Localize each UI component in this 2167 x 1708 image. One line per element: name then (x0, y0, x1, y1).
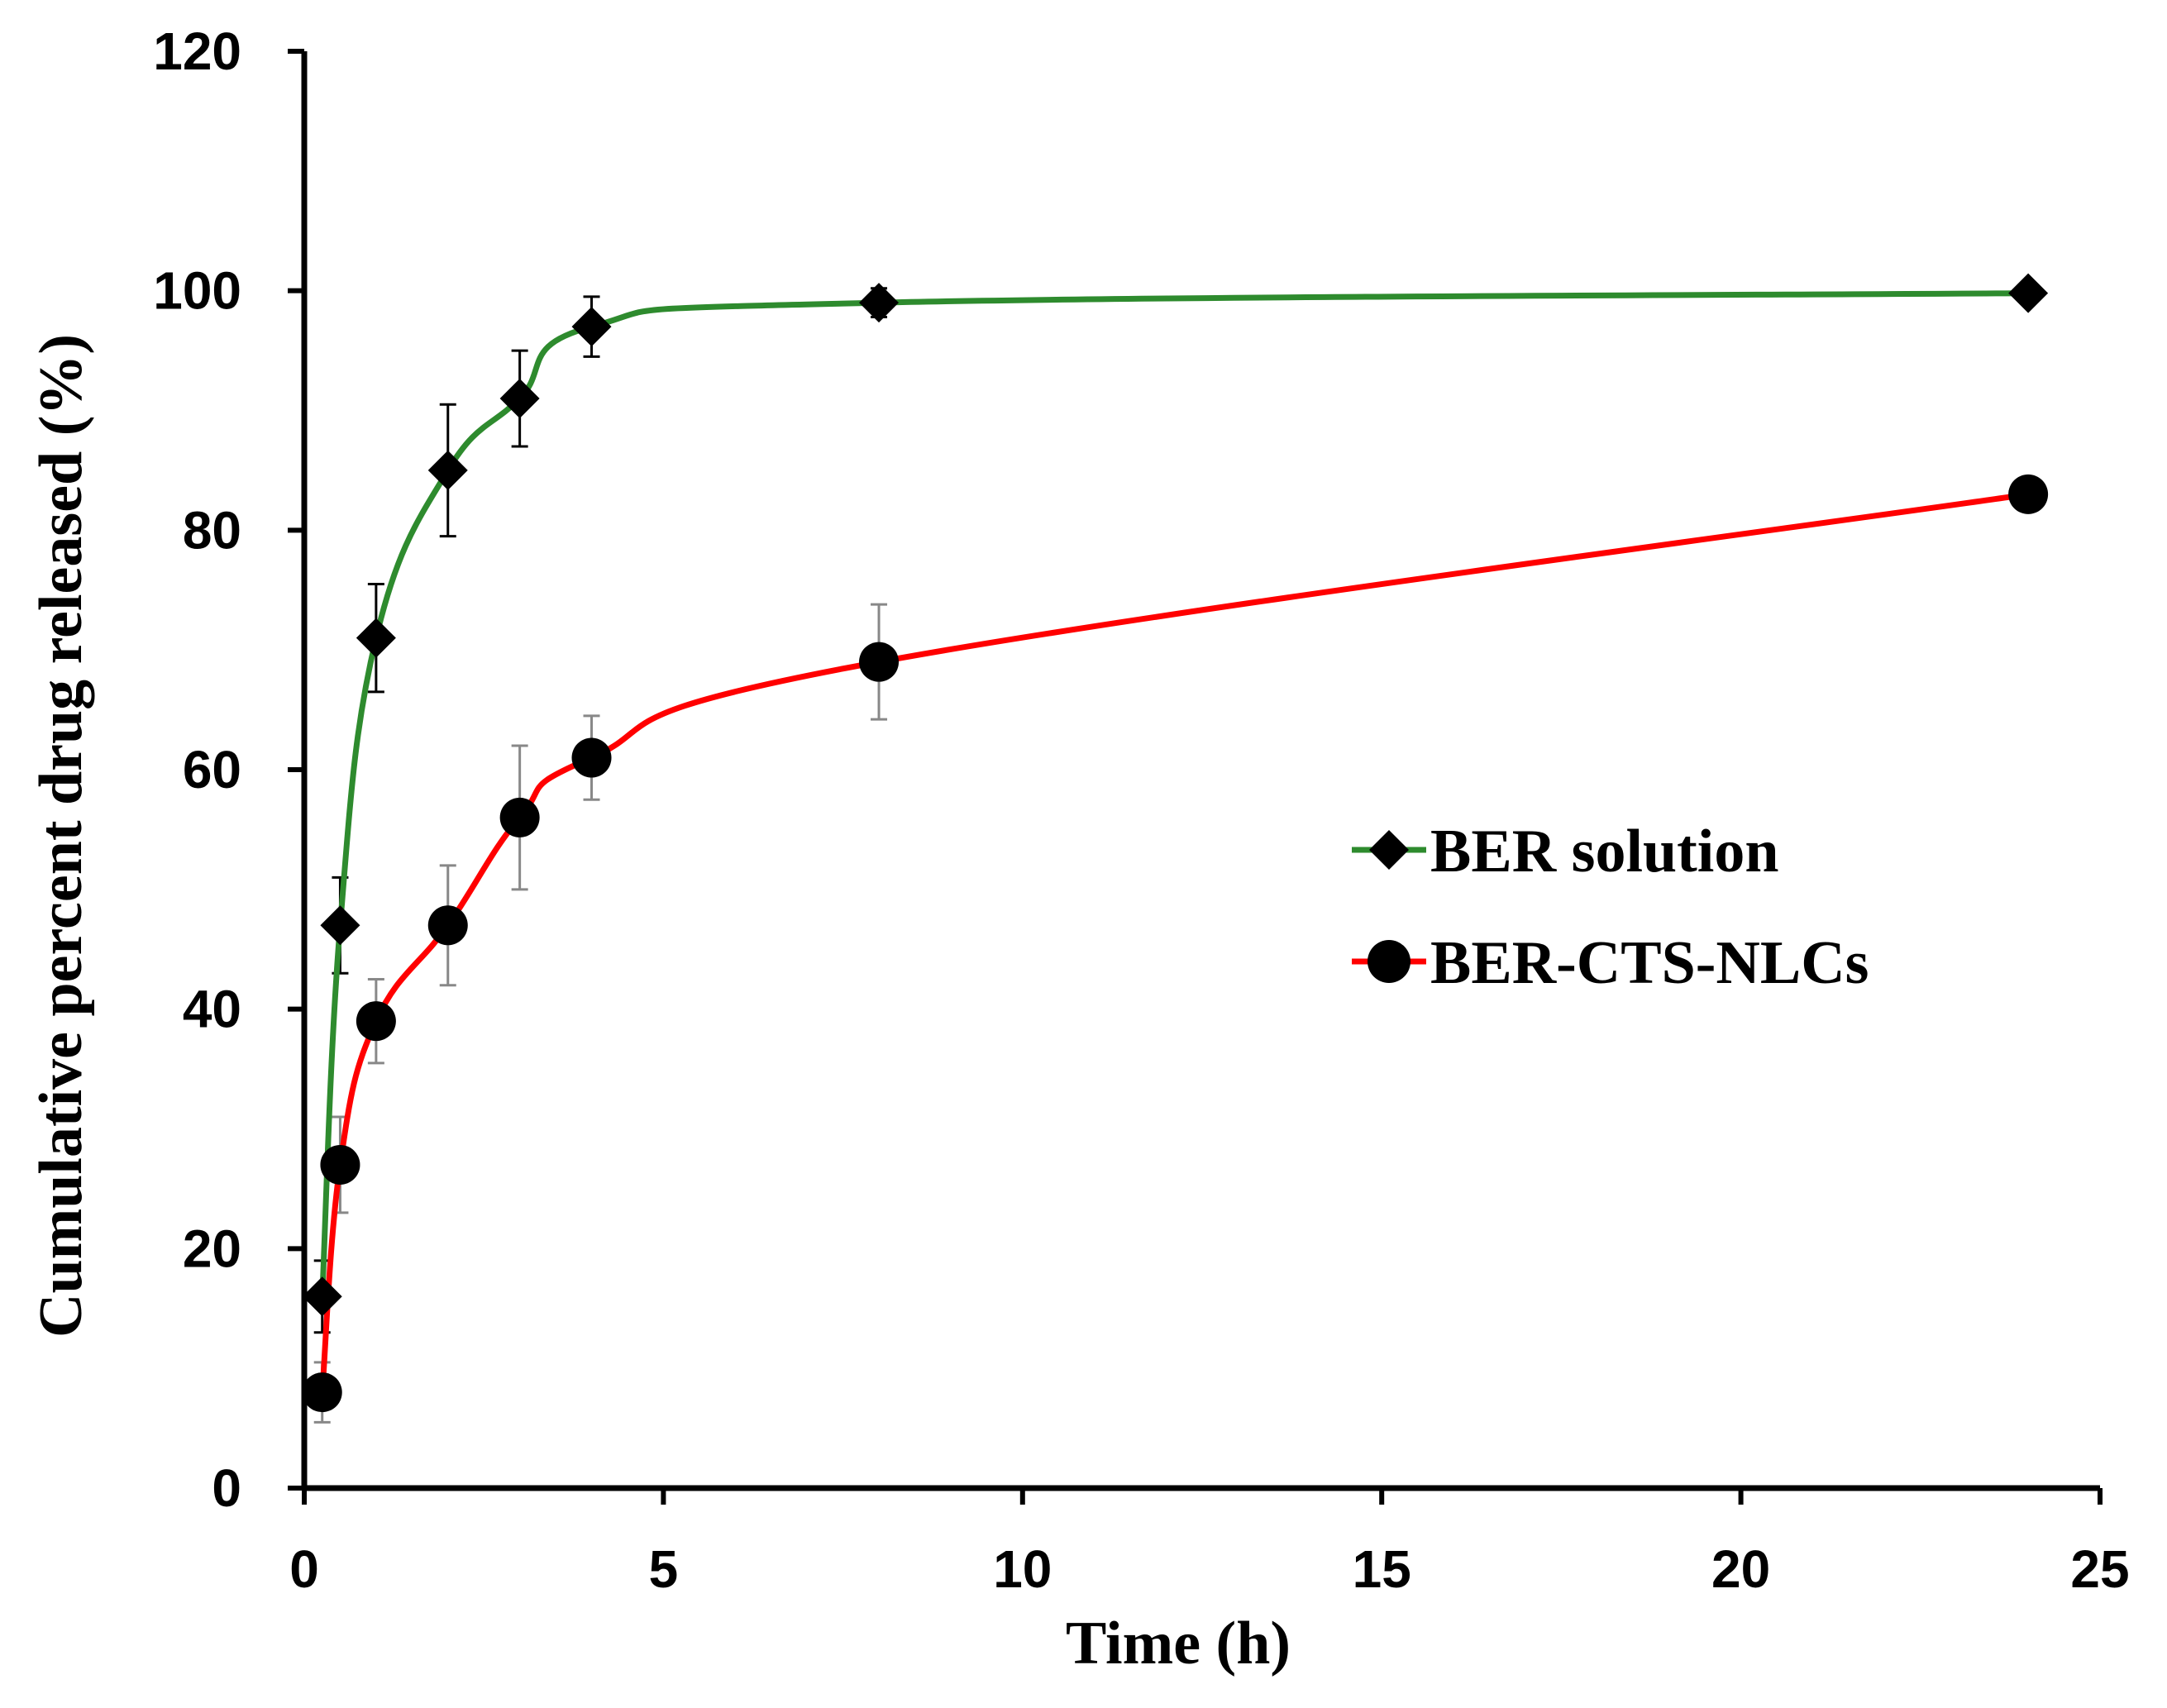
data-point-ber-solution (356, 618, 396, 658)
data-point-ber-solution (2008, 273, 2049, 313)
legend-label-ber-cts-nlcs: BER-CTS-NLCs (1430, 929, 1869, 997)
data-point-ber-cts-nlcs (499, 797, 540, 837)
axes-layer: 0 20 40 60 80 100 120 0 5 10 15 20 25 (153, 21, 2129, 1599)
y-axis-title: Cumulative percent drug released (%) (27, 334, 95, 1338)
data-point-ber-cts-nlcs (859, 642, 900, 682)
data-point-ber-cts-nlcs (2008, 474, 2049, 514)
y-tick-label: 40 (183, 980, 241, 1039)
y-tick-label: 100 (153, 261, 241, 321)
x-tick-label: 20 (1711, 1539, 1770, 1599)
data-point-ber-cts-nlcs (427, 905, 468, 946)
series-line-ber-cts-nlcs (319, 491, 2029, 1393)
data-point-ber-solution (859, 283, 900, 323)
markers-layer (302, 273, 2049, 1413)
x-tick-label: 0 (289, 1539, 319, 1599)
y-tick-label: 120 (153, 21, 241, 81)
x-tick-label: 15 (1353, 1539, 1411, 1599)
legend-marker-ber-cts-nlcs (1368, 940, 1410, 983)
data-point-ber-cts-nlcs (356, 1001, 396, 1042)
data-point-ber-cts-nlcs (571, 737, 612, 778)
y-tick-label: 20 (183, 1219, 241, 1278)
legend-marker-ber-solution (1369, 830, 1409, 870)
data-point-ber-solution (427, 450, 468, 490)
x-tick-label: 10 (993, 1539, 1052, 1599)
data-point-ber-solution (499, 379, 540, 419)
y-tick-label: 60 (183, 740, 241, 799)
data-point-ber-solution (320, 905, 360, 946)
y-tick-label: 80 (183, 500, 241, 560)
data-point-ber-solution (571, 307, 612, 347)
legend: BER solution BER-CTS-NLCs (1352, 818, 1869, 997)
series-line-ber-solution (319, 290, 2029, 1297)
data-point-ber-solution (302, 1276, 342, 1317)
x-axis-title: Time (h) (1066, 1610, 1291, 1677)
legend-label-ber-solution: BER solution (1430, 818, 1779, 885)
x-tick-label: 5 (649, 1539, 679, 1599)
x-tick-label: 25 (2070, 1539, 2129, 1599)
data-point-ber-cts-nlcs (320, 1144, 360, 1185)
data-point-ber-cts-nlcs (302, 1372, 342, 1413)
y-tick-label: 0 (212, 1458, 241, 1518)
